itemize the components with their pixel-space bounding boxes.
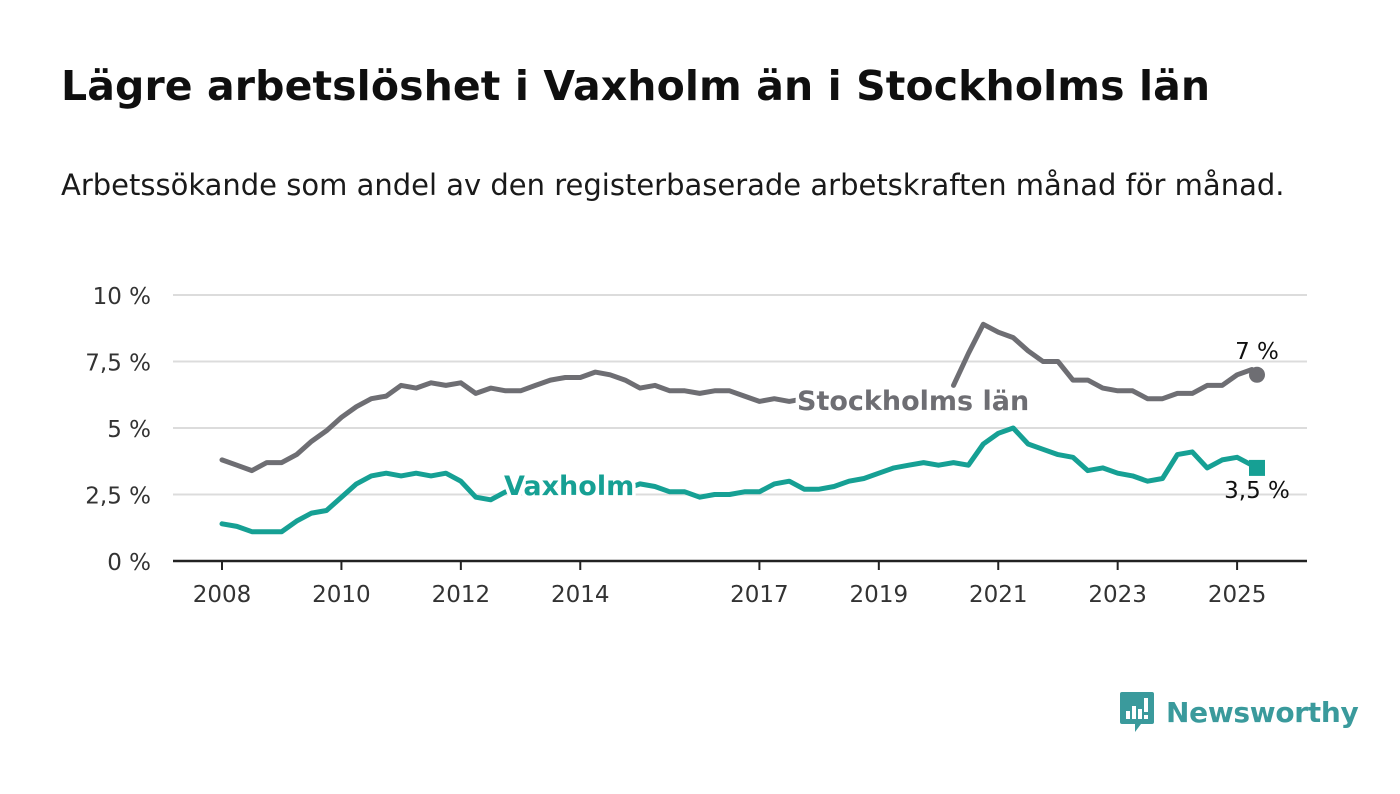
y-tick-label: 7,5 % [85, 351, 151, 377]
series-lines [219, 321, 1265, 535]
y-tick-label: 0 % [107, 550, 151, 576]
y-axis-tick-labels: 0 % 2,5 % 5 % 7,5 % 10 % [85, 284, 151, 576]
x-tick-label: 2014 [551, 582, 610, 608]
series-line-stockholms-lan [219, 369, 837, 474]
series-name-label: Vaxholm [504, 471, 634, 502]
x-tick-label: 2023 [1088, 582, 1147, 608]
y-tick-label: 2,5 % [85, 484, 151, 510]
series-line-stockholms-lan [951, 321, 1260, 402]
end-point-marker [1249, 366, 1265, 383]
line-chart: 0 % 2,5 % 5 % 7,5 % 10 % 2008 2010 2012 2014 201… [85, 284, 1307, 608]
end-value-label: 3,5 % [1224, 478, 1290, 504]
x-tick-label: 2019 [850, 582, 909, 608]
end-point-marker [1249, 459, 1265, 476]
x-tick-label: 2008 [193, 582, 252, 608]
bar-chart-speech-bubble-icon [1120, 692, 1154, 732]
logo-text: Newsworthy [1166, 695, 1359, 729]
x-axis-tick-labels: 2008 2010 2012 2014 2017 2019 2021 2023 2025 [193, 561, 1267, 608]
x-tick-label: 2025 [1208, 582, 1267, 608]
x-tick-label: 2012 [432, 582, 491, 608]
y-tick-label: 10 % [93, 284, 151, 310]
chart-title: Lägre arbetslöshet i Vaxholm än i Stockh… [61, 62, 1211, 110]
x-tick-label: 2017 [730, 582, 789, 608]
newsworthy-logo: Newsworthy [1119, 690, 1359, 734]
end-value-label: 7 % [1235, 339, 1279, 365]
series-labels: 7 % Stockholms län 3,5 % Vaxholm [501, 339, 1290, 506]
y-tick-label: 5 % [107, 417, 151, 443]
series-line-vaxholm [219, 425, 1260, 535]
x-tick-label: 2021 [969, 582, 1028, 608]
series-name-label: Stockholms län [797, 386, 1029, 417]
x-tick-label: 2010 [312, 582, 371, 608]
chart-subtitle: Arbetssökande som andel av den registerb… [61, 168, 1285, 202]
